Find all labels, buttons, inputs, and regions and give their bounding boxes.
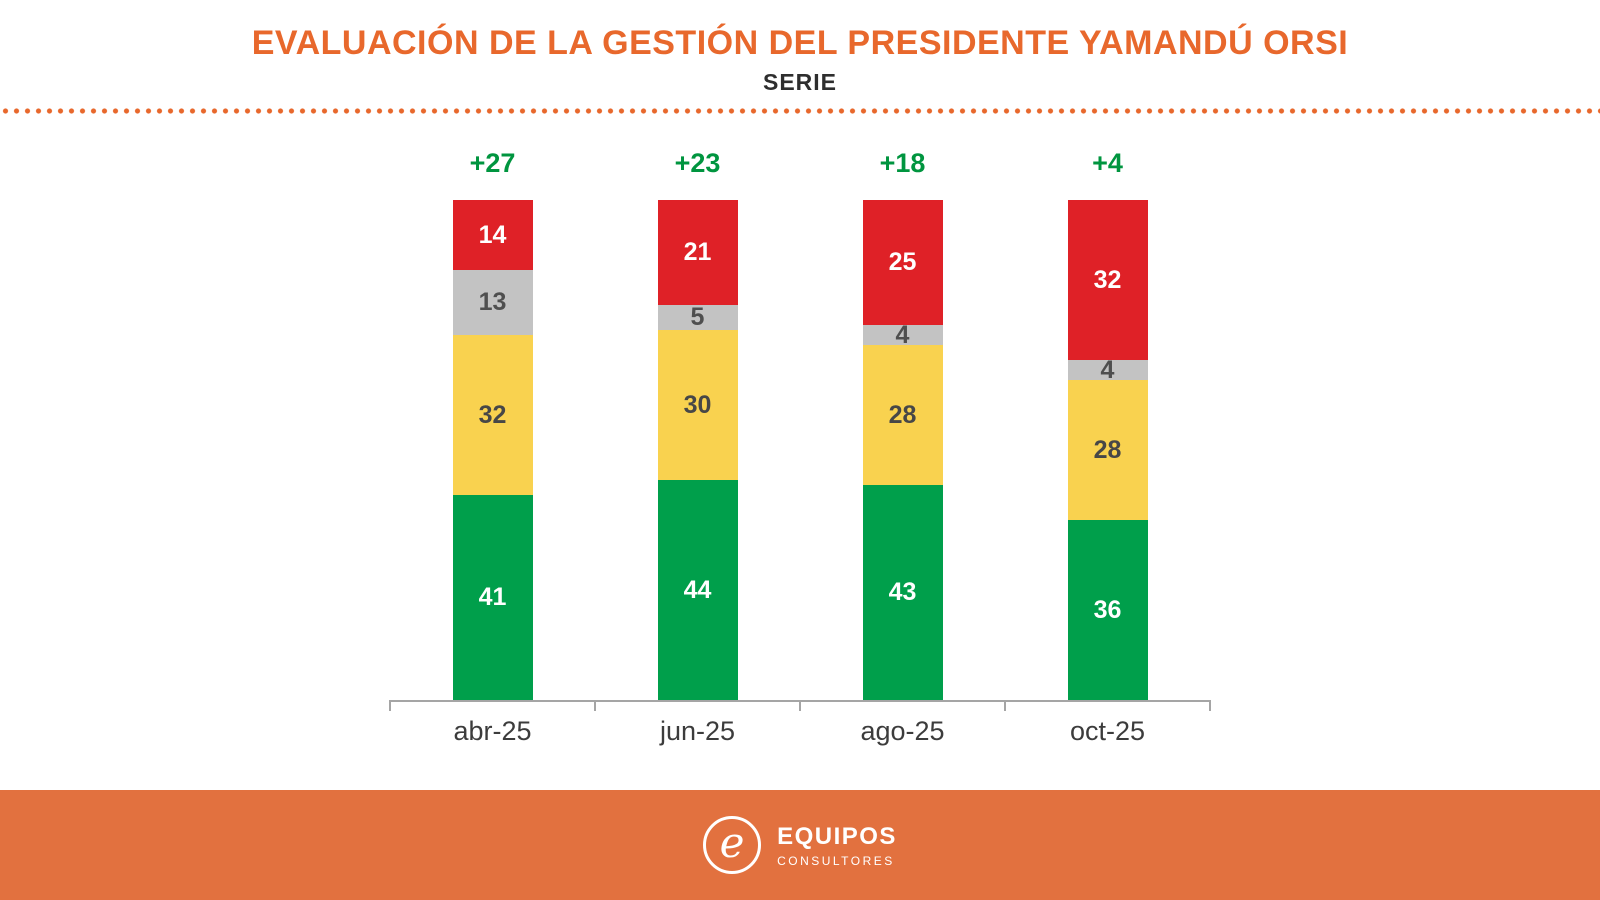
gray-segment: 4 bbox=[1067, 356, 1148, 384]
segment-value: 14 bbox=[478, 220, 507, 249]
segment-value: 36 bbox=[1093, 595, 1122, 624]
page-subtitle: SERIE bbox=[762, 69, 838, 95]
brand-name: EQUIPOS bbox=[777, 822, 897, 850]
segment-value: 32 bbox=[1093, 265, 1122, 294]
green-segment: 36 bbox=[1067, 520, 1148, 700]
bar-column: 25 4 28 43 bbox=[800, 200, 1005, 700]
stacked-bar: 25 4 28 43 bbox=[862, 200, 943, 700]
bar-column: 21 5 30 44 bbox=[595, 200, 800, 700]
segment-value: 30 bbox=[683, 390, 712, 419]
dotted-divider bbox=[0, 108, 1600, 114]
footer-band: e EQUIPOS CONSULTORES bbox=[0, 790, 1600, 900]
yellow-segment: 28 bbox=[1067, 380, 1148, 520]
axis-tick bbox=[389, 700, 391, 711]
x-axis-label: jun-25 bbox=[659, 716, 736, 746]
brand-block: EQUIPOS CONSULTORES bbox=[777, 823, 897, 868]
segment-value: 43 bbox=[888, 578, 917, 606]
segment-value: 21 bbox=[683, 238, 712, 266]
stacked-bar-chart: +27 +23 +18 +4 14 13 32 41 21 5 30 44 25 4 28 43 32 4 28 36… bbox=[389, 148, 1211, 747]
header: EVALUACIÓN DE LA GESTIÓN DEL PRESIDENTE … bbox=[0, 0, 1600, 114]
bar-column: 32 4 28 36 bbox=[1005, 200, 1210, 700]
x-axis-label: ago-25 bbox=[860, 716, 945, 746]
yellow-segment: 32 bbox=[452, 335, 533, 495]
green-segment: 41 bbox=[452, 495, 533, 700]
page-title: EVALUACIÓN DE LA GESTIÓN DEL PRESIDENTE … bbox=[251, 24, 1349, 62]
yellow-segment: 30 bbox=[657, 330, 738, 480]
gray-segment: 5 bbox=[657, 303, 738, 331]
gray-segment: 13 bbox=[452, 270, 533, 335]
red-segment: 32 bbox=[1067, 200, 1148, 360]
net-balance-label: +18 bbox=[879, 148, 926, 178]
segment-value: 32 bbox=[478, 400, 507, 429]
equipos-logo-icon: e bbox=[703, 816, 762, 874]
axis-tick bbox=[594, 700, 596, 711]
axis-tick bbox=[799, 700, 801, 711]
gray-segment: 4 bbox=[862, 321, 943, 349]
net-balance-label: +4 bbox=[1092, 148, 1123, 178]
axis-tick bbox=[1209, 700, 1211, 711]
red-segment: 21 bbox=[657, 200, 738, 305]
brand-subname: CONSULTORES bbox=[777, 853, 895, 868]
segment-value: 4 bbox=[895, 320, 910, 349]
red-segment: 25 bbox=[862, 200, 943, 325]
green-segment: 43 bbox=[862, 485, 943, 700]
red-segment: 14 bbox=[452, 200, 533, 270]
stacked-bar: 21 5 30 44 bbox=[657, 200, 738, 700]
segment-value: 13 bbox=[478, 288, 507, 316]
segment-value: 5 bbox=[690, 303, 705, 331]
plot-area: 14 13 32 41 21 5 30 44 25 4 28 43 32 4 28 36 bbox=[389, 200, 1211, 711]
segment-value: 28 bbox=[888, 400, 917, 429]
segment-value: 4 bbox=[1100, 355, 1115, 384]
stacked-bar: 14 13 32 41 bbox=[452, 200, 533, 700]
segment-value: 25 bbox=[888, 248, 917, 276]
chart-area: +27 +23 +18 +4 14 13 32 41 21 5 30 44 25 4 28 43 32 4 28 36… bbox=[0, 114, 1600, 747]
x-axis-labels: abr-25 jun-25 ago-25 oct-25 bbox=[390, 716, 1210, 747]
axis-tick bbox=[1004, 700, 1006, 711]
x-axis-label: oct-25 bbox=[1069, 716, 1146, 746]
segment-value: 44 bbox=[683, 575, 712, 604]
bar-column: 14 13 32 41 bbox=[390, 200, 595, 700]
segment-value: 28 bbox=[1093, 435, 1122, 464]
net-balance-label: +27 bbox=[469, 148, 516, 178]
stacked-bar: 32 4 28 36 bbox=[1067, 200, 1148, 700]
green-segment: 44 bbox=[657, 480, 738, 700]
net-balance-row: +27 +23 +18 +4 bbox=[390, 148, 1210, 186]
logo-letter: e bbox=[719, 817, 745, 867]
yellow-segment: 28 bbox=[862, 345, 943, 485]
net-balance-label: +23 bbox=[674, 148, 721, 178]
x-axis-label: abr-25 bbox=[453, 716, 532, 746]
segment-value: 41 bbox=[478, 583, 507, 611]
